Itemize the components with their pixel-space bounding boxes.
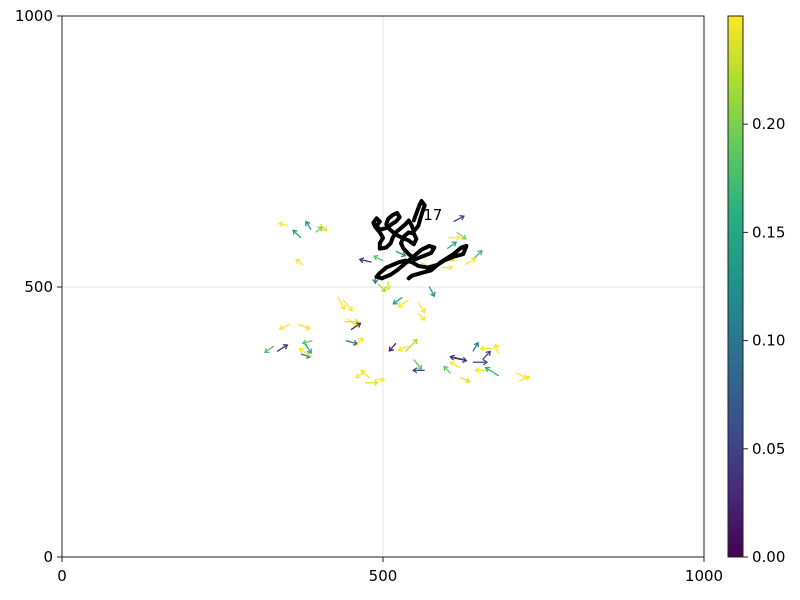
arrow-25 — [428, 286, 436, 298]
colorbar: 0.00 0.05 0.10 0.15 0.20 — [727, 15, 785, 566]
arrow-58 — [443, 365, 451, 374]
arrow-45 — [412, 367, 425, 374]
arrow-52 — [449, 354, 464, 361]
arrow-37 — [304, 342, 312, 355]
arrow-15 — [446, 241, 458, 250]
arrow-36 — [301, 339, 313, 346]
arrow-46 — [397, 345, 409, 352]
arrow-1 — [292, 229, 302, 239]
arrow-41 — [263, 345, 275, 354]
arrow-field — [263, 202, 531, 386]
arrow-9 — [385, 281, 392, 291]
y-axis: 0 500 1000 — [15, 7, 62, 566]
arrow-14 — [448, 234, 462, 241]
arrow-27 — [337, 297, 346, 311]
arrow-10 — [377, 283, 387, 293]
arrow-42 — [388, 342, 397, 352]
arrow-60 — [472, 341, 479, 352]
arrow-20 — [440, 264, 454, 271]
arrow-33 — [355, 336, 364, 347]
arrow-5 — [295, 258, 304, 266]
trajectory — [371, 199, 469, 281]
y-tick-label-0: 0 — [43, 548, 53, 566]
trajectory-path — [371, 199, 469, 281]
arrow-49 — [375, 376, 386, 383]
colorbar-tick-label-0: 0.00 — [752, 548, 785, 566]
arrow-48 — [360, 369, 371, 379]
arrow-62 — [484, 366, 499, 377]
arrow-26 — [417, 313, 426, 321]
arrow-35 — [298, 323, 311, 331]
x-tick-label-500: 500 — [369, 567, 398, 585]
arrow-22 — [392, 296, 403, 305]
arrow-56 — [493, 343, 500, 355]
colorbar-gradient — [727, 15, 744, 558]
arrow-40 — [276, 344, 289, 352]
arrow-13 — [456, 231, 467, 240]
arrow-21 — [395, 250, 407, 258]
colorbar-tick-label-4: 0.20 — [752, 115, 785, 133]
arrow-54 — [482, 350, 492, 360]
arrow-31 — [350, 322, 362, 331]
grid — [62, 16, 704, 557]
arrow-0 — [277, 221, 289, 228]
arrow-43 — [405, 338, 418, 352]
arrow-59 — [459, 376, 471, 384]
arrow-55 — [479, 345, 493, 352]
arrow-53 — [472, 359, 489, 366]
x-tick-label-0: 0 — [57, 567, 67, 585]
arrow-34 — [278, 323, 291, 331]
colorbar-tick-label-3: 0.15 — [752, 223, 785, 241]
arrow-2 — [305, 220, 312, 231]
y-tick-label-1000: 1000 — [15, 7, 53, 25]
arrow-24 — [417, 302, 426, 314]
arrow-61 — [474, 367, 486, 374]
arrow-39 — [298, 348, 312, 358]
arrow-18 — [464, 257, 477, 266]
colorbar-tick-label-2: 0.10 — [752, 332, 785, 350]
arrow-64 — [518, 375, 531, 382]
colorbar-tick-label-1: 0.05 — [752, 440, 785, 458]
annotation-label: 17 — [423, 206, 442, 224]
x-axis: 0 500 1000 — [57, 557, 723, 585]
arrow-12 — [453, 215, 465, 223]
arrow-3 — [315, 226, 323, 233]
y-tick-label-500: 500 — [24, 278, 53, 296]
arrow-6 — [358, 257, 372, 264]
arrow-23 — [397, 299, 410, 308]
x-tick-label-1000: 1000 — [685, 567, 723, 585]
colorbar-ticks: 0.00 0.05 0.10 0.15 0.20 — [743, 115, 785, 566]
arrow-44 — [413, 359, 423, 371]
arrow-50 — [365, 379, 380, 386]
arrow-32 — [345, 339, 359, 346]
arrow-57 — [449, 361, 461, 369]
arrow-8 — [372, 254, 384, 262]
arrow-28 — [342, 299, 353, 312]
arrow-4 — [319, 223, 328, 232]
